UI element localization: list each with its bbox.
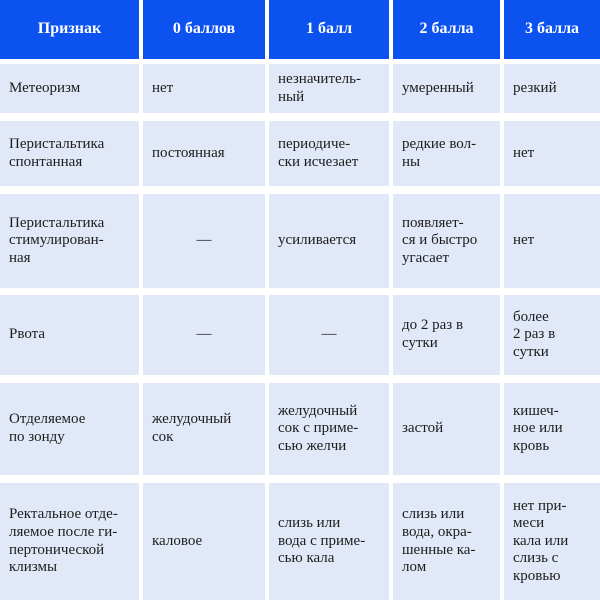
header-cell-score1: 1 балл — [269, 0, 389, 59]
table-row-spontaneous-peristalsis: Перистальтика спонтанная постоянная пери… — [0, 121, 600, 186]
table-row-tube-discharge: Отделяемое по зонду желудочный сок желуд… — [0, 383, 600, 475]
table-cell-dash: — — [143, 194, 265, 288]
feature-cell: Ректальное отде- ляемое после ги- пертон… — [0, 483, 139, 600]
feature-cell: Метеоризм — [0, 64, 139, 113]
table-cell: каловое — [143, 483, 265, 600]
header-cell-score2: 2 балла — [393, 0, 500, 59]
header-cell-score3: 3 балла — [504, 0, 600, 59]
header-cell-feature: Признак — [0, 0, 139, 59]
table-cell-dash: — — [143, 295, 265, 375]
table-cell: периодиче- ски исчезает — [269, 121, 389, 186]
table-cell: слизь или вода, окра- шенные ка- лом — [393, 483, 500, 600]
table-cell: незначитель- ный — [269, 64, 389, 113]
table-cell: умеренный — [393, 64, 500, 113]
table-cell: желудочный сок — [143, 383, 265, 475]
table-cell: до 2 раз в сутки — [393, 295, 500, 375]
table-row-vomiting: Рвота — — до 2 раз в сутки более 2 раз в… — [0, 295, 600, 375]
table-header-row: Признак 0 баллов 1 балл 2 балла 3 балла — [0, 0, 600, 59]
table-cell: резкий — [504, 64, 600, 113]
table-cell: застой — [393, 383, 500, 475]
table-cell: появляет- ся и быстро угасает — [393, 194, 500, 288]
table-cell: усиливается — [269, 194, 389, 288]
table-row-meteorism: Метеоризм нет незначитель- ный умеренный… — [0, 64, 600, 113]
feature-cell: Отделяемое по зонду — [0, 383, 139, 475]
table-cell: более 2 раз в сутки — [504, 295, 600, 375]
table-cell: постоянная — [143, 121, 265, 186]
table-cell: нет при- меси кала или слизь с кровью — [504, 483, 600, 600]
feature-cell: Рвота — [0, 295, 139, 375]
table-cell: кишеч- ное или кровь — [504, 383, 600, 475]
header-cell-score0: 0 баллов — [143, 0, 265, 59]
feature-cell: Перистальтика спонтанная — [0, 121, 139, 186]
table-row-rectal-discharge: Ректальное отде- ляемое после ги- пертон… — [0, 483, 600, 600]
table-cell: нет — [143, 64, 265, 113]
table-cell: нет — [504, 121, 600, 186]
table-cell: редкие вол- ны — [393, 121, 500, 186]
table-cell: нет — [504, 194, 600, 288]
table-cell-dash: — — [269, 295, 389, 375]
table-cell: желудочный сок с приме- сью желчи — [269, 383, 389, 475]
table-row-stimulated-peristalsis: Перистальтика стимулирован- ная — усилив… — [0, 194, 600, 288]
table-cell: слизь или вода с приме- сью кала — [269, 483, 389, 600]
feature-cell: Перистальтика стимулирован- ная — [0, 194, 139, 288]
